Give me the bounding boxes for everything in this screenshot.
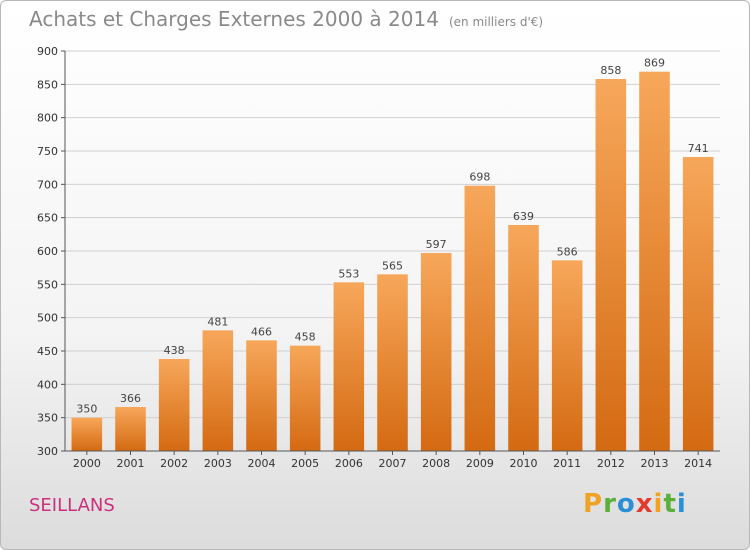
x-tick-label: 2013 [641, 457, 669, 470]
data-label: 565 [382, 259, 403, 272]
x-tick-label: 2014 [684, 457, 712, 470]
data-label: 466 [251, 325, 272, 338]
y-tick-label: 450 [37, 345, 58, 358]
data-label: 553 [338, 267, 359, 280]
bar-2002 [158, 359, 190, 451]
x-tick-label: 2004 [248, 457, 276, 470]
bar-2008 [420, 253, 452, 451]
bar-2004 [246, 340, 277, 451]
bar-2003 [202, 330, 234, 451]
data-label: 350 [76, 403, 97, 416]
x-tick-label: 2006 [335, 457, 363, 470]
bar-2009 [464, 185, 496, 451]
bar-2006 [333, 282, 365, 451]
bar-2013 [639, 71, 670, 452]
x-tick-label: 2003 [204, 457, 232, 470]
place-name: SEILLANS [29, 495, 115, 516]
y-tick-label: 800 [37, 112, 58, 125]
bar-2007 [377, 274, 408, 451]
data-label: 586 [557, 245, 578, 258]
y-tick-label: 700 [37, 178, 58, 191]
x-tick-label: 2007 [379, 457, 407, 470]
data-label: 858 [600, 64, 621, 77]
data-label: 639 [513, 210, 534, 223]
data-label: 741 [688, 142, 709, 155]
x-tick-label: 2001 [117, 457, 145, 470]
y-tick-label: 900 [37, 45, 58, 58]
bar-2000 [71, 417, 103, 451]
x-tick-label: 2009 [466, 457, 494, 470]
y-tick-label: 300 [37, 445, 58, 458]
y-tick-label: 750 [37, 145, 58, 158]
bar-2012 [595, 79, 627, 451]
x-tick-label: 2005 [291, 457, 319, 470]
chart-subtitle: (en milliers d'€) [448, 15, 544, 29]
data-label: 438 [164, 344, 185, 357]
axes: 300 350 400 450 500 550 600 650 700 750 800 850 900 2… [37, 45, 720, 470]
bar-2001 [115, 407, 146, 451]
data-label: 481 [207, 315, 228, 328]
data-label: 366 [120, 392, 141, 405]
y-tick-label: 650 [37, 212, 58, 225]
y-tick-label: 350 [37, 412, 58, 425]
x-tick-label: 2010 [510, 457, 538, 470]
bar-2014 [682, 157, 714, 451]
y-tick-label: 400 [37, 378, 58, 391]
proxiti-logo: Proxiti [583, 489, 687, 519]
x-tick-label: 2011 [553, 457, 581, 470]
data-label: 597 [426, 238, 447, 251]
y-tick-label: 550 [37, 278, 58, 291]
data-label: 869 [644, 57, 665, 70]
bar-2010 [508, 225, 539, 451]
bars [71, 71, 714, 452]
y-tick-label: 850 [37, 78, 58, 91]
data-label: 458 [295, 331, 316, 344]
x-tick-label: 2000 [73, 457, 101, 470]
y-tick-label: 600 [37, 245, 58, 258]
bar-2005 [289, 345, 321, 451]
x-tick-label: 2008 [422, 457, 450, 470]
x-tick-label: 2012 [597, 457, 625, 470]
y-tick-label: 500 [37, 312, 58, 325]
x-tick-label: 2002 [160, 457, 188, 470]
data-labels: 350 366 438 481 466 458 553 565 597 698 639 586 858 8… [76, 57, 708, 416]
data-label: 698 [469, 171, 490, 184]
chart-title: Achats et Charges Externes 2000 à 2014 (e… [29, 7, 543, 31]
chart-title-text: Achats et Charges Externes 2000 à 2014 [29, 7, 439, 31]
bar-2011 [551, 260, 583, 451]
